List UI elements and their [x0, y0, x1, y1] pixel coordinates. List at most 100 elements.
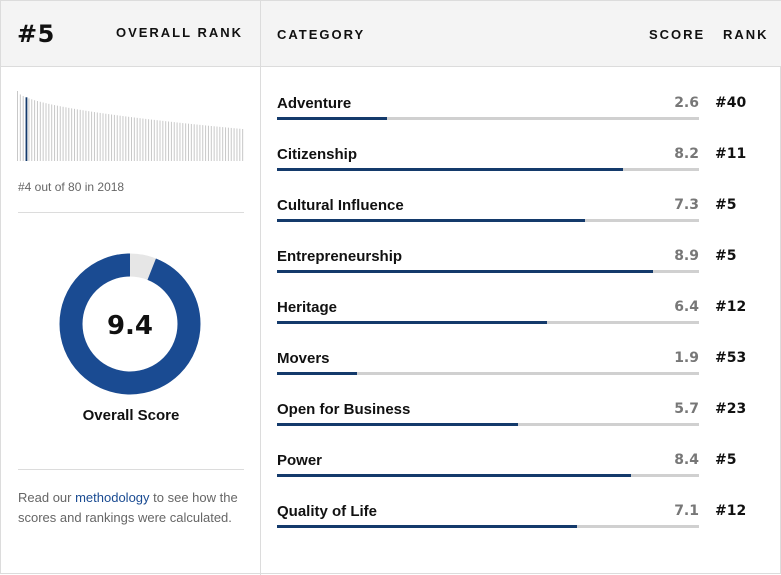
histogram-bar	[131, 117, 132, 161]
histogram-bar	[148, 119, 150, 161]
histogram-bar	[85, 110, 87, 161]
category-row: Citizenship 8.2 #11	[277, 146, 767, 197]
histogram-bar	[88, 111, 90, 161]
histogram-bar	[113, 114, 115, 161]
histogram-bar	[31, 99, 33, 161]
histogram-bar	[222, 127, 224, 161]
category-rank: #11	[715, 146, 747, 162]
histogram-bar	[162, 120, 164, 161]
score-bar-fill	[277, 270, 653, 273]
histogram-bar	[39, 101, 41, 161]
ranking-caption: #4 out of 80 in 2018	[18, 180, 125, 194]
divider-bottom	[18, 469, 244, 470]
score-bar-track	[277, 117, 699, 120]
category-score: 6.4	[674, 299, 699, 315]
category-name: Cultural Influence	[277, 197, 404, 214]
category-name: Adventure	[277, 95, 352, 112]
histogram-bar	[199, 124, 201, 161]
category-rank: #23	[715, 401, 747, 417]
histogram-bar	[91, 111, 93, 161]
score-bar-fill	[277, 219, 586, 222]
category-name: Open for Business	[277, 401, 411, 418]
histogram-bar	[159, 120, 161, 161]
histogram-bar	[82, 110, 84, 161]
histogram-bar	[153, 119, 155, 161]
histogram-bar	[99, 112, 101, 161]
histogram-bar	[45, 103, 47, 161]
histogram-bar	[136, 117, 138, 161]
category-rank: #40	[715, 95, 747, 111]
histogram-bar	[230, 127, 232, 161]
histogram-bar	[236, 128, 238, 161]
overview-panel: #4 out of 80 in 2018 9.4 Overall Score R…	[1, 67, 261, 575]
histogram-bar	[139, 118, 141, 161]
methodology-prefix: Read our	[18, 490, 76, 505]
histogram-bar	[219, 126, 221, 161]
divider-top	[18, 212, 244, 213]
histogram-bar	[116, 115, 118, 161]
score-bar-track	[277, 372, 699, 375]
score-bar-fill	[277, 372, 358, 375]
histogram-bar	[145, 118, 147, 161]
histogram-bar	[156, 120, 158, 161]
category-rank: #53	[715, 350, 747, 366]
category-row: Cultural Influence 7.3 #5	[277, 197, 767, 248]
histogram-bar	[168, 121, 170, 161]
histogram-bar	[51, 104, 53, 161]
methodology-suffix: to see how the scores and rankings were …	[18, 490, 238, 525]
header-left: #5 OVERALL RANK	[1, 1, 261, 67]
histogram-bar	[165, 121, 167, 161]
category-score: 8.2	[674, 146, 699, 162]
score-bar-fill	[277, 168, 624, 171]
overall-score-ring: 9.4	[59, 253, 201, 395]
histogram-bar	[105, 113, 107, 161]
category-row: Quality of Life 7.1 #12	[277, 503, 767, 554]
histogram-bar	[242, 129, 244, 161]
card-header: #5 OVERALL RANK CATEGORY SCORE RANK	[1, 1, 781, 67]
histogram-bar	[179, 122, 181, 161]
histogram-bar-highlight	[25, 97, 28, 161]
histogram-bar	[102, 113, 104, 161]
category-score: 5.7	[674, 401, 699, 417]
histogram-bar	[74, 108, 75, 161]
score-bar-track	[277, 168, 699, 171]
histogram-bar	[65, 107, 67, 161]
category-name: Movers	[277, 350, 330, 367]
histogram-bar	[42, 102, 44, 161]
methodology-link[interactable]: methodology	[75, 490, 150, 505]
histogram-bar	[96, 112, 98, 161]
histogram-bar	[190, 123, 192, 161]
category-score: 7.3	[674, 197, 699, 213]
overall-rank-number: #5	[17, 20, 55, 48]
category-name: Citizenship	[277, 146, 358, 163]
histogram-bar	[227, 127, 229, 161]
category-row: Adventure 2.6 #40	[277, 95, 767, 146]
histogram-bar	[79, 109, 81, 161]
histogram-bar	[62, 106, 64, 161]
histogram-bar	[68, 107, 70, 161]
histogram-bar	[111, 114, 113, 161]
category-rank: #12	[715, 503, 747, 519]
rank-column-header: RANK	[723, 27, 769, 42]
score-bar-track	[277, 270, 699, 273]
histogram-bar	[93, 112, 95, 161]
histogram-bar	[59, 106, 61, 161]
histogram-bar	[56, 105, 58, 161]
histogram-bar	[170, 121, 172, 161]
category-row: Power 8.4 #5	[277, 452, 767, 503]
histogram-bar	[128, 116, 130, 161]
category-score: 8.4	[674, 452, 699, 468]
histogram-bar	[213, 126, 215, 161]
histogram-bar	[142, 118, 144, 161]
histogram-bar	[76, 109, 78, 161]
score-bar-track	[277, 321, 699, 324]
histogram-bar	[205, 125, 207, 161]
histogram-bar	[207, 125, 209, 161]
category-row: Heritage 6.4 #12	[277, 299, 767, 350]
score-ring-fill	[59, 253, 201, 395]
score-bar-fill	[277, 321, 548, 324]
histogram-bar	[182, 123, 184, 161]
histogram-bar	[188, 123, 189, 161]
category-row: Movers 1.9 #53	[277, 350, 767, 401]
histogram-bar	[22, 96, 24, 161]
